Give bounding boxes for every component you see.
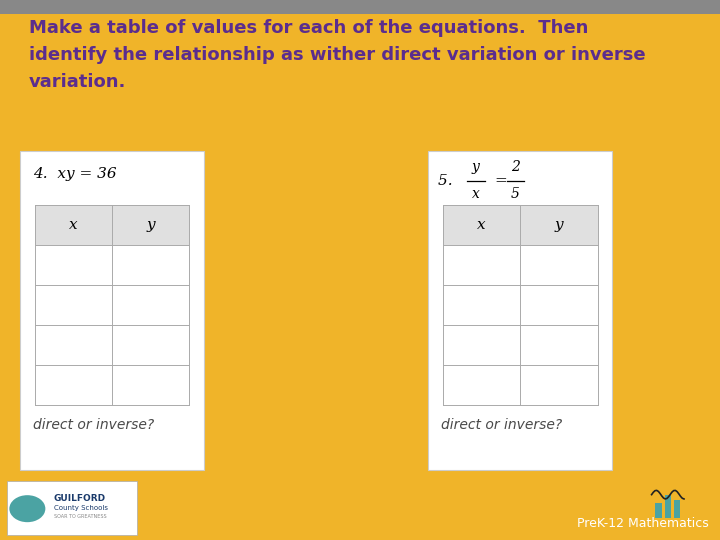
Text: 2: 2 xyxy=(511,160,520,174)
Text: direct or inverse?: direct or inverse? xyxy=(33,418,154,432)
Text: PreK-12 Mathematics: PreK-12 Mathematics xyxy=(577,517,709,530)
Text: y: y xyxy=(554,218,563,232)
Text: x: x xyxy=(472,187,480,201)
Text: 5: 5 xyxy=(511,187,520,201)
Text: identify the relationship as wither direct variation or inverse: identify the relationship as wither dire… xyxy=(29,46,645,64)
Text: 5.: 5. xyxy=(438,174,463,188)
Text: direct or inverse?: direct or inverse? xyxy=(441,418,562,432)
Text: y: y xyxy=(472,160,480,174)
FancyBboxPatch shape xyxy=(20,151,204,470)
Text: County Schools: County Schools xyxy=(54,504,108,511)
Bar xyxy=(665,495,671,518)
Bar xyxy=(7,481,137,535)
FancyBboxPatch shape xyxy=(428,151,612,470)
Wedge shape xyxy=(9,495,45,522)
Bar xyxy=(35,205,189,245)
Text: =: = xyxy=(494,174,507,188)
Text: SOAR TO GREATNESS: SOAR TO GREATNESS xyxy=(54,514,107,519)
Bar xyxy=(674,500,680,518)
Text: GUILFORD: GUILFORD xyxy=(54,495,106,503)
Text: x: x xyxy=(69,218,78,232)
Text: Make a table of values for each of the equations.  Then: Make a table of values for each of the e… xyxy=(29,19,588,37)
Text: y: y xyxy=(146,218,155,232)
Text: variation.: variation. xyxy=(29,73,126,91)
Bar xyxy=(443,205,598,245)
Bar xyxy=(655,503,662,518)
Bar xyxy=(0,0,720,14)
Text: 4.  xy = 36: 4. xy = 36 xyxy=(33,167,117,181)
Text: x: x xyxy=(477,218,486,232)
